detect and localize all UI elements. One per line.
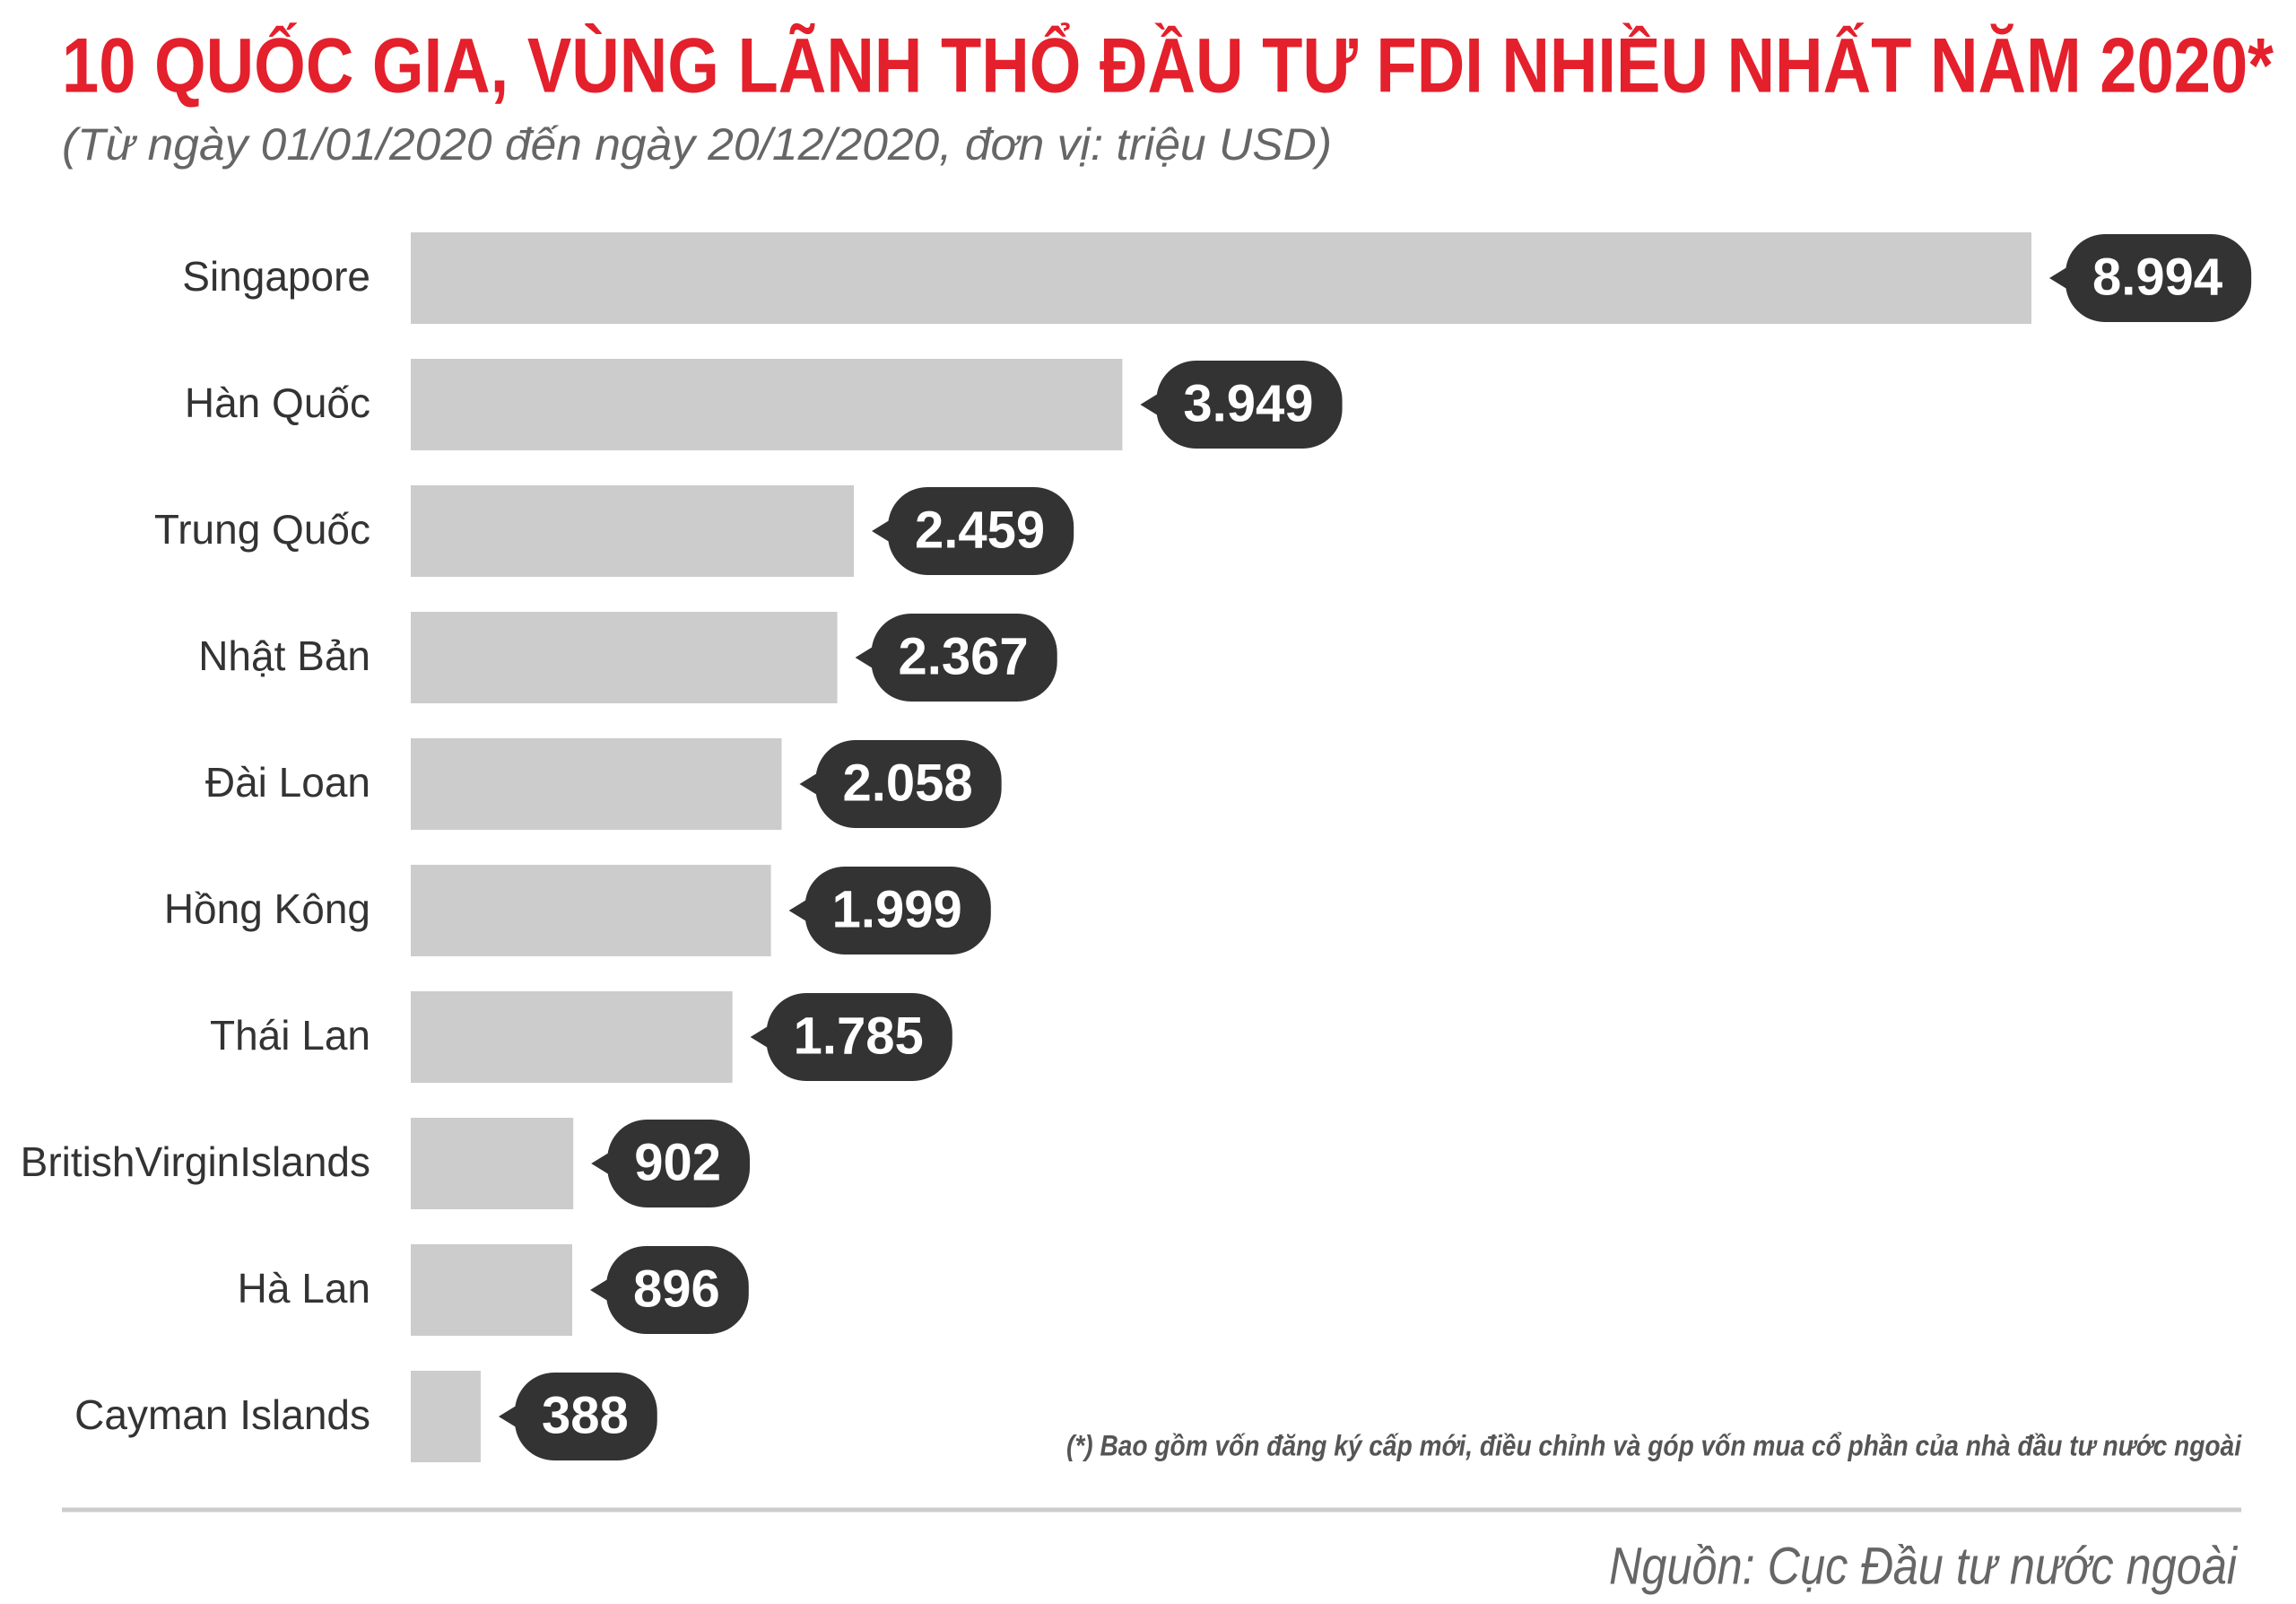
label-bubble [888,487,1074,575]
bar [411,359,1123,450]
bar [411,485,855,577]
bar [411,865,771,956]
value-label: 388 [542,1386,629,1444]
category-label: Hà Lan [238,1265,370,1312]
label-bubble [815,740,1002,828]
category-label: Cayman Islands [74,1391,370,1438]
chart-title: 10 QUỐC GIA, VÙNG LÃNH THỔ ĐẦU TƯ FDI NH… [62,23,2274,109]
chart-subtitle: (Từ ngày 01/01/2020 đến ngày 20/12/2020,… [62,119,1332,170]
value-label: 2.367 [899,627,1029,685]
category-label: Nhật Bản [198,632,370,679]
bar [411,232,2031,324]
category-label: Thái Lan [210,1012,370,1059]
label-bubble [607,1120,751,1207]
source: Nguồn: Cục Đầu tư nước ngoài [1609,1537,2239,1595]
label-bubble [804,867,991,955]
category-label: BritishVirginIslands [21,1138,370,1185]
value-label: 1.785 [794,1007,924,1065]
label-bubble [1156,361,1343,449]
value-label: 8.994 [2092,248,2222,306]
category-label: Hàn Quốc [185,379,370,426]
label-bubble [514,1373,657,1460]
category-label: Đài Loan [205,759,370,806]
label-bubble [766,993,952,1081]
bar [411,612,838,703]
value-label: 1.999 [832,880,962,938]
bar [411,1244,573,1336]
category-label: Singapore [182,253,370,300]
value-label: 896 [633,1260,720,1318]
bar [411,738,782,830]
bar [411,1371,481,1462]
bar [411,1118,574,1209]
label-bubble [871,614,1057,702]
value-label: 2.459 [915,501,1045,559]
value-label: 2.058 [842,754,972,812]
bar [411,991,733,1083]
value-label: 902 [634,1133,721,1191]
value-label: 3.949 [1183,374,1313,432]
category-label: Hồng Kông [164,885,370,932]
label-bubble [2066,234,2252,322]
footnote: (*) Bao gồm vốn đăng ký cấp mới, điều ch… [1066,1429,2242,1461]
label-bubble [606,1246,749,1334]
category-label: Trung Quốc [154,506,370,553]
